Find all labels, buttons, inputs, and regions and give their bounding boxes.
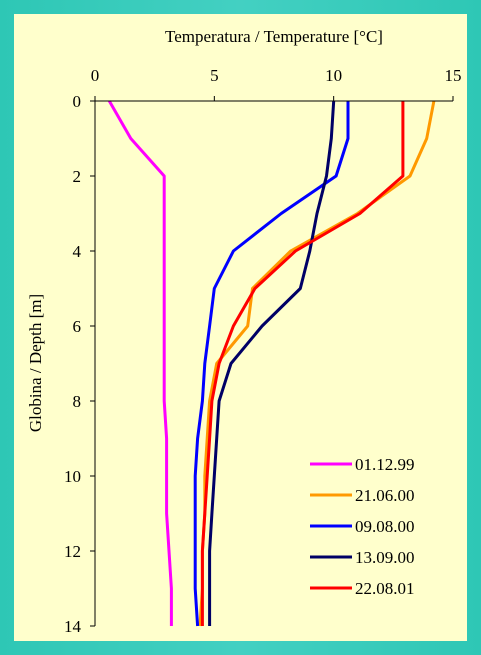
axis-layer: 0 5 10 15 0 2 4 6 8 10 12 14 xyxy=(64,66,462,636)
series-line-3 xyxy=(193,101,350,627)
y-tick-label: 14 xyxy=(64,617,82,636)
series-line-1 xyxy=(107,100,173,626)
series-line-4 xyxy=(208,100,336,626)
x-tick-label: 5 xyxy=(210,66,219,85)
y-axis-title: Globina / Depth [m] xyxy=(26,294,45,432)
x-axis-title: Temperatura / Temperature [°C] xyxy=(165,27,383,46)
x-tick-label: 0 xyxy=(91,66,100,85)
y-tick-label: 8 xyxy=(73,392,82,411)
legend-label-3: 09.08.00 xyxy=(355,517,415,536)
x-tick-label: 10 xyxy=(325,66,342,85)
legend-label-2: 21.06.00 xyxy=(355,486,415,505)
legend-label-5: 22.08.01 xyxy=(355,579,415,598)
x-tick-label: 15 xyxy=(445,66,462,85)
series-layer xyxy=(107,100,436,627)
y-tick-label: 6 xyxy=(73,317,82,336)
legend-label-1: 01.12.99 xyxy=(355,455,415,474)
legend-label-4: 13.09.00 xyxy=(355,548,415,567)
y-tick-label: 2 xyxy=(73,167,82,186)
y-tick-label: 10 xyxy=(64,467,81,486)
legend: 01.12.99 21.06.00 09.08.00 13.09.00 22.08.01 xyxy=(310,455,415,598)
y-tick-label: 0 xyxy=(73,92,82,111)
series-line-5 xyxy=(200,101,405,626)
y-tick-label: 4 xyxy=(73,242,82,261)
y-tick-label: 12 xyxy=(64,542,81,561)
